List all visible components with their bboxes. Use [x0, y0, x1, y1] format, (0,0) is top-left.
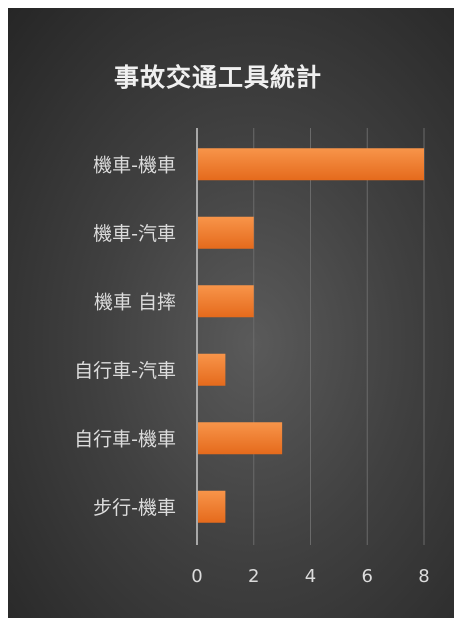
chart-title: 事故交通工具統計 [113, 63, 322, 92]
category-label: 自行車-汽車 [74, 360, 176, 382]
x-tick-label: 0 [191, 566, 202, 587]
bar [198, 422, 283, 455]
x-tick-label: 6 [362, 566, 373, 587]
bars [198, 148, 424, 523]
category-label: 自行車-機車 [74, 428, 176, 450]
gridlines [253, 128, 425, 545]
category-label: 機車 自摔 [94, 291, 176, 313]
category-label: 機車-汽車 [93, 223, 176, 245]
category-label: 機車-機車 [93, 154, 176, 176]
bar [198, 148, 424, 181]
category-label: 步行-機車 [93, 497, 176, 519]
x-tick-label: 4 [305, 566, 316, 587]
bar [198, 353, 226, 386]
bar [198, 216, 254, 249]
x-tick-label: 2 [248, 566, 259, 587]
bar [198, 285, 254, 318]
bar [198, 490, 226, 523]
x-tick-label: 8 [418, 566, 429, 587]
